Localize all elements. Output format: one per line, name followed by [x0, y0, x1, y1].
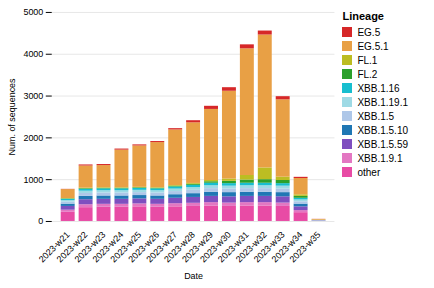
svg-text:2023-w22: 2023-w22	[54, 229, 90, 265]
html-text:XBB.1.5.59: XBB.1.5.59	[357, 138, 408, 150]
html-text:XBB.1.5: XBB.1.5	[357, 110, 395, 122]
svg-text:2000: 2000	[23, 133, 43, 143]
svg-text:2023-w34: 2023-w34	[269, 229, 305, 265]
svg-text:2023-w28: 2023-w28	[162, 229, 197, 265]
svg-text:5000: 5000	[23, 7, 43, 17]
svg-text:1000: 1000	[23, 175, 43, 185]
svg-text:Date: Date	[184, 271, 203, 281]
svg-text:0: 0	[38, 216, 43, 226]
svg-text:2023-w33: 2023-w33	[251, 229, 287, 265]
svg-text:2023-w35: 2023-w35	[288, 230, 323, 265]
html-text:EG.5: EG.5	[357, 26, 381, 38]
svg-text:2023-w25: 2023-w25	[108, 229, 144, 265]
svg-text:2023-w30: 2023-w30	[198, 229, 233, 265]
svg-text:2023-w27: 2023-w27	[144, 229, 180, 265]
html-text:XBB.1.16: XBB.1.16	[357, 82, 400, 94]
svg-text:2023-w29: 2023-w29	[180, 229, 215, 265]
svg-text:3000: 3000	[23, 91, 43, 101]
svg-text:2023-w23: 2023-w23	[72, 229, 108, 265]
html-text:XBB.1.5.10: XBB.1.5.10	[357, 124, 408, 136]
svg-text:2023-w31: 2023-w31	[216, 229, 251, 265]
html-text:FL.1: FL.1	[357, 54, 378, 66]
svg-text:2023-w32: 2023-w32	[233, 229, 269, 265]
html-text:FL.2: FL.2	[357, 68, 378, 80]
svg-text:4000: 4000	[23, 49, 43, 59]
svg-text:2023-w26: 2023-w26	[126, 229, 162, 265]
html-text:XBB.1.9.1: XBB.1.9.1	[357, 152, 403, 164]
html-text:XBB.1.19.1: XBB.1.19.1	[357, 96, 408, 108]
html-text:other: other	[357, 166, 381, 178]
html-text:Lineage: Lineage	[342, 10, 384, 22]
svg-text:2023-w24: 2023-w24	[90, 229, 126, 265]
svg-text:2023-w21: 2023-w21	[36, 229, 72, 265]
svg-text:Num. of sequences: Num. of sequences	[7, 78, 17, 156]
html-text:EG.5.1: EG.5.1	[357, 40, 389, 52]
